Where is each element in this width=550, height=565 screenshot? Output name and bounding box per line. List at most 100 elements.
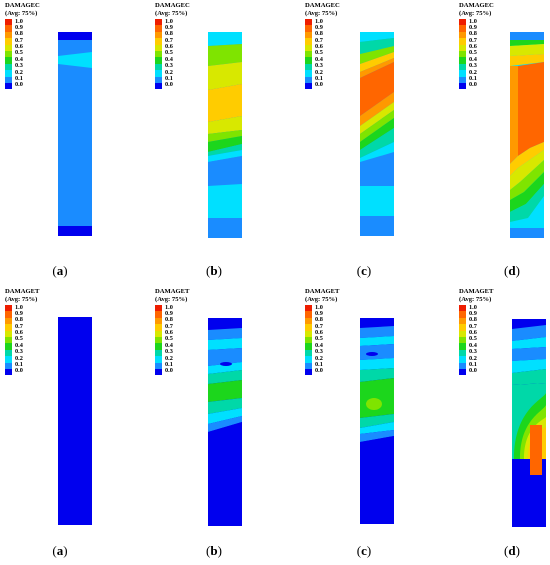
- legend-swatch: [155, 82, 162, 90]
- legend-value: 0.0: [315, 367, 323, 375]
- legend-swatch: [155, 31, 162, 39]
- panel-damagec-d: DAMAGEC (Avg: 75%) 1.0 0.9 0.8 0.7 0.6 0.5 0.4…: [454, 0, 550, 278]
- legend-value: 0.2: [165, 354, 173, 362]
- legend-value: 0.3: [165, 348, 173, 356]
- legend-swatch: [5, 336, 12, 344]
- damage-contour-plot: [360, 318, 394, 524]
- legend-title: DAMAGEC: [5, 2, 40, 9]
- legend-value: 0.1: [469, 75, 477, 83]
- legend-value: 0.2: [15, 354, 23, 362]
- legend-value: 0.5: [165, 335, 173, 343]
- caption-c: (c): [356, 543, 372, 558]
- legend-swatch: [155, 349, 162, 357]
- legend-swatch: [305, 50, 312, 58]
- legend-value: 0.5: [315, 49, 323, 57]
- legend-value: 0.8: [469, 30, 477, 38]
- legend-value: 0.8: [315, 316, 323, 324]
- legend-swatch: [459, 324, 466, 331]
- legend-swatch: [155, 311, 162, 318]
- legend-swatch: [5, 31, 12, 39]
- damage-contour-plot: [58, 32, 92, 236]
- legend-swatch: [305, 305, 312, 312]
- legend-value: 0.8: [165, 316, 173, 324]
- legend-swatch: [305, 368, 312, 376]
- legend-value: 0.4: [165, 55, 173, 63]
- legend-swatch: [5, 82, 12, 90]
- legend-value: 0.0: [15, 367, 23, 375]
- legend-swatch: [459, 19, 466, 26]
- legend-value: 0.4: [15, 55, 23, 63]
- legend-swatch: [305, 63, 312, 71]
- legend-value: 0.2: [469, 354, 477, 362]
- legend-swatch: [459, 31, 466, 39]
- legend-value: 0.4: [165, 341, 173, 349]
- panel-damagec-b: DAMAGEC (Avg: 75%) 1.0 0.9 0.8 0.7 0.6 0.5 0.4…: [150, 0, 287, 278]
- caption-b: (b): [206, 263, 222, 278]
- legend-value: 0.3: [315, 348, 323, 356]
- legend-value: 0.7: [469, 36, 477, 44]
- legend-swatch: [155, 336, 162, 344]
- legend-value: 0.5: [15, 335, 23, 343]
- legend-value: 0.4: [315, 55, 323, 63]
- legend-swatch: [305, 19, 312, 26]
- legend-title: DAMAGET: [305, 288, 340, 295]
- legend-swatch: [305, 317, 312, 325]
- legend-value: 0.6: [15, 43, 23, 51]
- legend-swatch: [305, 82, 312, 90]
- legend-swatch: [459, 305, 466, 312]
- legend-swatch: [155, 57, 162, 64]
- contour-legend: DAMAGET (Avg: 75%) 1.0 0.9 0.8 0.7 0.6 0.5 0.4…: [5, 288, 65, 378]
- legend-value: 0.0: [469, 367, 477, 375]
- legend-swatch: [459, 82, 466, 90]
- legend-value: 0.6: [15, 329, 23, 337]
- legend-swatch: [459, 25, 466, 32]
- legend-swatch: [155, 356, 162, 363]
- legend-swatch: [459, 317, 466, 325]
- legend-value: 0.5: [165, 49, 173, 57]
- legend-swatch: [459, 362, 466, 369]
- damage-contour-plot: [512, 319, 546, 527]
- caption-c: (c): [356, 263, 372, 278]
- contour-legend: DAMAGEC (Avg: 75%) 1.0 0.9 0.8 0.7 0.6 0.5 0.4…: [459, 2, 519, 92]
- legend-value: 0.2: [15, 68, 23, 76]
- legend-value: 0.3: [469, 62, 477, 70]
- contour-legend: DAMAGET (Avg: 75%) 1.0 0.9 0.8 0.7 0.6 0.5 0.4…: [459, 288, 519, 378]
- legend-swatch: [305, 349, 312, 357]
- caption-d: (d): [504, 263, 520, 278]
- legend-value: 0.2: [315, 68, 323, 76]
- legend-value: 0.5: [15, 49, 23, 57]
- legend-swatch: [5, 57, 12, 64]
- legend-value: 0.1: [165, 75, 173, 83]
- legend-title: DAMAGEC: [459, 2, 494, 9]
- damage-contour-plot: [360, 32, 394, 236]
- legend-swatch: [155, 76, 162, 83]
- contour-legend: DAMAGET (Avg: 75%) 1.0 0.9 0.8 0.7 0.6 0.5 0.4…: [305, 288, 365, 378]
- legend-value: 0.6: [469, 329, 477, 337]
- legend-value: 1.0: [315, 17, 323, 25]
- legend-value: 0.8: [469, 316, 477, 324]
- legend-swatch: [5, 44, 12, 51]
- panel-damaget-a: DAMAGET (Avg: 75%) 1.0 0.9 0.8 0.7 0.6 0.5 0.4…: [0, 286, 137, 558]
- legend-value: 0.8: [15, 316, 23, 324]
- damage-contour-plot: [208, 32, 242, 238]
- legend-value: 0.8: [15, 30, 23, 38]
- legend-value: 0.6: [165, 329, 173, 337]
- legend-swatch: [459, 70, 466, 77]
- legend-value: 1.0: [315, 303, 323, 311]
- legend-subtitle: (Avg: 75%): [459, 295, 492, 303]
- legend-value: 0.3: [15, 62, 23, 70]
- legend-value: 1.0: [469, 17, 477, 25]
- legend-value: 0.1: [469, 361, 477, 369]
- legend-swatch: [155, 70, 162, 77]
- legend-value: 0.1: [165, 361, 173, 369]
- legend-value: 0.0: [165, 367, 173, 375]
- legend-value: 0.3: [165, 62, 173, 70]
- legend-swatch: [155, 305, 162, 312]
- caption-a: (a): [52, 263, 68, 278]
- legend-swatch: [5, 324, 12, 331]
- legend-swatch: [155, 343, 162, 350]
- panel-damagec-c: DAMAGEC (Avg: 75%) 1.0 0.9 0.8 0.7 0.6 0.5 0.4…: [300, 0, 437, 278]
- legend-swatch: [5, 25, 12, 32]
- legend-value: 0.0: [165, 81, 173, 89]
- legend-swatch: [305, 324, 312, 331]
